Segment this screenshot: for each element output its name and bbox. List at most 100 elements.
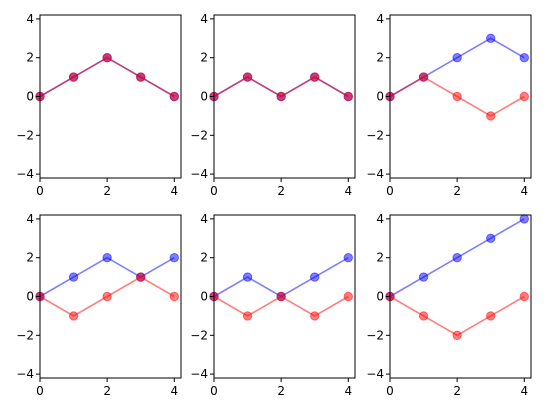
y-tick-label: 4 bbox=[26, 212, 34, 226]
data-point bbox=[102, 52, 112, 63]
y-tick-label: 2 bbox=[376, 51, 384, 65]
data-point bbox=[452, 52, 462, 63]
x-tick-label: 4 bbox=[520, 384, 528, 398]
y-tick-label: 2 bbox=[26, 251, 34, 265]
data-point bbox=[169, 252, 179, 263]
x-tick-label: 0 bbox=[210, 384, 218, 398]
y-tick-label: −2 bbox=[190, 128, 208, 142]
series-line bbox=[389, 37, 525, 98]
y-tick-label: 4 bbox=[376, 212, 384, 226]
series-red bbox=[35, 272, 179, 321]
data-point bbox=[519, 291, 529, 302]
x-tick-label: 0 bbox=[386, 184, 394, 198]
y-tick-label: 0 bbox=[26, 290, 34, 304]
data-point bbox=[102, 252, 112, 263]
series-blue bbox=[385, 214, 529, 302]
data-point bbox=[242, 272, 253, 282]
data-point bbox=[418, 72, 429, 82]
data-point bbox=[242, 311, 253, 321]
x-tick-label: 0 bbox=[210, 184, 218, 198]
x-tick-label: 4 bbox=[170, 184, 178, 198]
data-point bbox=[136, 72, 146, 82]
y-tick-label: 4 bbox=[26, 12, 34, 26]
subplot-4: 0 2 4 −4 −2 0 2 4 bbox=[16, 212, 182, 398]
axes-frame bbox=[39, 14, 182, 179]
series-blue bbox=[385, 33, 529, 102]
y-tick-label: 2 bbox=[200, 251, 208, 265]
data-point bbox=[519, 52, 529, 63]
data-point bbox=[418, 272, 429, 282]
data-point bbox=[310, 72, 320, 82]
subplot-3: 0 2 4 −4 −2 0 2 4 bbox=[366, 12, 532, 198]
y-tick-label: 0 bbox=[200, 90, 208, 104]
y-tick-label: 0 bbox=[200, 290, 208, 304]
series-red bbox=[35, 52, 179, 102]
data-point bbox=[486, 33, 496, 43]
x-tick-label: 2 bbox=[277, 184, 285, 198]
data-point bbox=[486, 311, 496, 321]
data-point bbox=[102, 291, 112, 302]
data-point bbox=[276, 291, 286, 302]
y-tick-label: −2 bbox=[366, 128, 384, 142]
y-tick-label: 4 bbox=[200, 12, 208, 26]
data-point bbox=[169, 291, 179, 302]
y-tick-label: 4 bbox=[200, 212, 208, 226]
series-red bbox=[209, 72, 353, 102]
x-tick-label: 2 bbox=[277, 384, 285, 398]
y-tick-label: −2 bbox=[16, 328, 34, 342]
y-tick-label: −2 bbox=[16, 128, 34, 142]
data-point bbox=[68, 272, 79, 282]
series-line bbox=[39, 256, 175, 298]
y-tick-label: 0 bbox=[26, 90, 34, 104]
x-tick-label: 4 bbox=[344, 184, 352, 198]
y-tick-label: −4 bbox=[366, 167, 384, 181]
x-tick-label: 4 bbox=[170, 384, 178, 398]
x-tick-label: 4 bbox=[520, 184, 528, 198]
y-tick-label: −4 bbox=[190, 167, 208, 181]
subplot-5: 0 2 4 −4 −2 0 2 4 bbox=[190, 212, 356, 398]
x-tick-label: 2 bbox=[103, 384, 111, 398]
x-tick-label: 0 bbox=[386, 384, 394, 398]
y-tick-label: −4 bbox=[366, 367, 384, 381]
data-point bbox=[418, 311, 429, 321]
series-red bbox=[385, 291, 529, 341]
y-tick-label: −4 bbox=[16, 367, 34, 381]
data-point bbox=[343, 252, 353, 263]
x-tick-label: 2 bbox=[453, 384, 461, 398]
x-tick-label: 2 bbox=[453, 184, 461, 198]
data-point bbox=[242, 72, 253, 82]
y-tick-label: −4 bbox=[190, 367, 208, 381]
axes-frame bbox=[389, 214, 532, 379]
subplot-1: 0 2 4 −4 −2 0 2 4 bbox=[16, 12, 182, 198]
y-tick-label: 2 bbox=[26, 51, 34, 65]
data-point bbox=[519, 214, 529, 224]
subplot-2: 0 2 4 −4 −2 0 2 4 bbox=[190, 12, 356, 198]
y-tick-label: −2 bbox=[366, 328, 384, 342]
y-tick-label: −4 bbox=[16, 167, 34, 181]
x-tick-label: 0 bbox=[36, 184, 44, 198]
series-line bbox=[39, 56, 175, 98]
x-tick-label: 0 bbox=[36, 384, 44, 398]
series-red bbox=[385, 72, 529, 121]
y-tick-label: 0 bbox=[376, 290, 384, 304]
series-red bbox=[209, 291, 353, 321]
data-point bbox=[452, 252, 462, 263]
y-tick-label: 0 bbox=[376, 90, 384, 104]
data-point bbox=[343, 291, 353, 302]
x-tick-label: 2 bbox=[103, 184, 111, 198]
y-tick-label: 2 bbox=[200, 51, 208, 65]
data-point bbox=[136, 272, 146, 282]
series-line bbox=[39, 56, 175, 98]
data-point bbox=[452, 91, 462, 102]
data-point bbox=[169, 91, 179, 102]
series-line bbox=[389, 295, 525, 337]
subplot-6: 0 2 4 −4 −2 0 2 4 bbox=[366, 212, 532, 398]
y-tick-label: −2 bbox=[190, 328, 208, 342]
y-tick-label: 4 bbox=[376, 12, 384, 26]
data-point bbox=[310, 272, 320, 282]
data-point bbox=[486, 111, 496, 121]
data-point bbox=[276, 91, 286, 102]
series-line bbox=[213, 256, 349, 298]
